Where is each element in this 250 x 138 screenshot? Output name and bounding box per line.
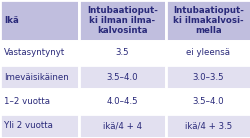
Text: ei yleensä: ei yleensä bbox=[186, 48, 230, 57]
Text: Intubaatioput-
ki ilman ilma-
kalvosinta: Intubaatioput- ki ilman ilma- kalvosinta bbox=[86, 6, 157, 35]
Text: 3.0–3.5: 3.0–3.5 bbox=[192, 73, 223, 82]
Bar bbox=[79, 41, 165, 65]
Bar bbox=[165, 65, 250, 89]
Text: 3.5–4.0: 3.5–4.0 bbox=[106, 73, 138, 82]
Bar bbox=[165, 89, 250, 114]
Text: Intubaatioput-
ki ilmakalvosi-
mella: Intubaatioput- ki ilmakalvosi- mella bbox=[172, 6, 243, 35]
Bar bbox=[79, 0, 165, 41]
Bar bbox=[165, 41, 250, 65]
Text: 3.5–4.0: 3.5–4.0 bbox=[192, 97, 223, 106]
Text: Yli 2 vuotta: Yli 2 vuotta bbox=[4, 121, 52, 130]
Bar bbox=[79, 65, 165, 89]
Text: 3.5: 3.5 bbox=[115, 48, 129, 57]
Bar bbox=[79, 89, 165, 114]
Text: Ikä: Ikä bbox=[4, 16, 18, 25]
Bar bbox=[0, 65, 79, 89]
Bar bbox=[0, 41, 79, 65]
Text: ikä/4 + 4: ikä/4 + 4 bbox=[102, 121, 141, 130]
Bar bbox=[0, 0, 79, 41]
Bar bbox=[79, 114, 165, 138]
Text: Imeväisikäinen: Imeväisikäinen bbox=[4, 73, 68, 82]
Text: Vastasyntynyt: Vastasyntynyt bbox=[4, 48, 65, 57]
Text: 4.0–4.5: 4.0–4.5 bbox=[106, 97, 138, 106]
Text: 1–2 vuotta: 1–2 vuotta bbox=[4, 97, 50, 106]
Text: ikä/4 + 3.5: ikä/4 + 3.5 bbox=[184, 121, 231, 130]
Bar bbox=[0, 114, 79, 138]
Bar bbox=[0, 89, 79, 114]
Bar bbox=[165, 114, 250, 138]
Bar bbox=[165, 0, 250, 41]
